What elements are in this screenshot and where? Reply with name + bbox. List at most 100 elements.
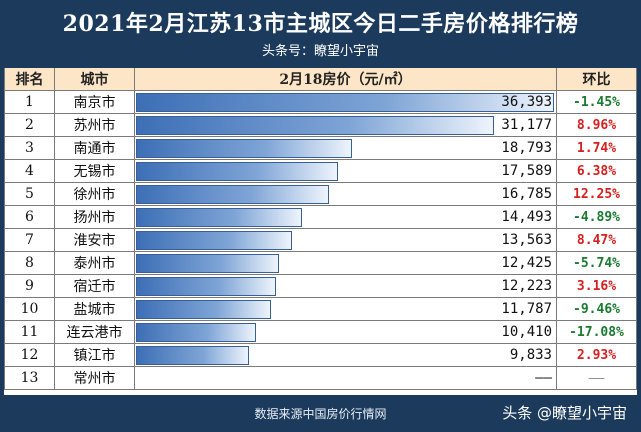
rank-cell: 3 — [4, 137, 55, 160]
price-bar — [136, 346, 249, 365]
table-row: 12 镇江市 9,833 2.93% — [4, 344, 637, 367]
table-row: 4 无锡市 17,589 6.38% — [4, 160, 637, 183]
price-value: 16,785 — [501, 186, 552, 202]
rank-cell: 6 — [4, 206, 55, 229]
price-value: 12,223 — [501, 278, 552, 294]
price-cell: 12,223 — [135, 275, 557, 298]
city-cell: 宿迁市 — [55, 275, 135, 298]
price-cell: 36,393 — [135, 91, 557, 114]
watermark: 头条 @瞭望小宇宙 — [502, 404, 627, 422]
price-bar — [136, 277, 276, 296]
price-bar — [136, 116, 494, 135]
change-cell: -17.08% — [557, 321, 637, 344]
price-bar — [136, 323, 256, 342]
price-bar — [136, 185, 329, 204]
price-cell: 17,589 — [135, 160, 557, 183]
price-bar — [136, 139, 352, 158]
rank-cell: 8 — [4, 252, 55, 275]
price-value: —— — [535, 370, 552, 386]
price-cell: 9,833 — [135, 344, 557, 367]
price-cell: 16,785 — [135, 183, 557, 206]
price-bar — [136, 231, 292, 250]
price-cell: 11,787 — [135, 298, 557, 321]
table-row: 6 扬州市 14,493 -4.89% — [4, 206, 637, 229]
change-cell: 2.93% — [557, 344, 637, 367]
price-value: 9,833 — [509, 347, 552, 363]
city-cell: 无锡市 — [55, 160, 135, 183]
rank-cell: 7 — [4, 229, 55, 252]
rank-cell: 4 — [4, 160, 55, 183]
price-cell: 13,563 — [135, 229, 557, 252]
price-cell: 12,425 — [135, 252, 557, 275]
price-cell: 18,793 — [135, 137, 557, 160]
table-row: 1 南京市 36,393 -1.45% — [4, 91, 637, 114]
change-cell: 1.74% — [557, 137, 637, 160]
table-row: 2 苏州市 31,177 8.96% — [4, 114, 637, 137]
data-source-note: 数据来源中国房价行情网 — [254, 407, 387, 421]
chart-footer: 数据来源中国房价行情网 头条 @瞭望小宇宙 — [0, 397, 641, 432]
price-bar — [136, 254, 279, 273]
price-cell: 10,410 — [135, 321, 557, 344]
price-cell: 14,493 — [135, 206, 557, 229]
header-city: 城市 — [55, 68, 135, 91]
chart-title: 2021年2月江苏13市主城区今日二手房价格排行榜 — [62, 11, 579, 37]
price-value: 31,177 — [501, 117, 552, 133]
price-value: 17,589 — [501, 163, 552, 179]
city-cell: 南京市 — [55, 91, 135, 114]
city-cell: 南通市 — [55, 137, 135, 160]
price-ranking-table: 排名 城市 2月18房价（元/㎡） 环比 1 南京市 36,393 -1.45% 2 苏州… — [4, 68, 637, 395]
rank-cell: 2 — [4, 114, 55, 137]
price-value: 10,410 — [501, 324, 552, 340]
rank-cell: 5 — [4, 183, 55, 206]
header-rank: 排名 — [4, 68, 55, 91]
price-cell: 31,177 — [135, 114, 557, 137]
header-price: 2月18房价（元/㎡） — [135, 68, 557, 91]
price-value: 18,793 — [501, 140, 552, 156]
rank-cell: 1 — [4, 91, 55, 114]
change-cell: 6.38% — [557, 160, 637, 183]
change-cell: -4.89% — [557, 206, 637, 229]
rank-cell: 11 — [4, 321, 55, 344]
change-cell: -5.74% — [557, 252, 637, 275]
price-bar — [136, 300, 271, 319]
price-bar — [136, 162, 338, 181]
change-cell: 12.25% — [557, 183, 637, 206]
header-change: 环比 — [557, 68, 637, 91]
change-cell: 3.16% — [557, 275, 637, 298]
city-cell: 泰州市 — [55, 252, 135, 275]
city-cell: 常州市 — [55, 367, 135, 390]
rank-cell: 9 — [4, 275, 55, 298]
price-value: 12,425 — [501, 255, 552, 271]
city-cell: 连云港市 — [55, 321, 135, 344]
table-row: 5 徐州市 16,785 12.25% — [4, 183, 637, 206]
change-cell: 8.96% — [557, 114, 637, 137]
chart-subtitle: 头条号：瞭望小宇宙 — [261, 44, 379, 59]
city-cell: 淮安市 — [55, 229, 135, 252]
table-row: 7 淮安市 13,563 8.47% — [4, 229, 637, 252]
city-cell: 徐州市 — [55, 183, 135, 206]
price-value: 14,493 — [501, 209, 552, 225]
city-cell: 苏州市 — [55, 114, 135, 137]
price-bar — [136, 93, 554, 112]
table-header-row: 排名 城市 2月18房价（元/㎡） 环比 — [4, 68, 637, 91]
rank-cell: 13 — [4, 367, 55, 390]
rank-cell: 12 — [4, 344, 55, 367]
price-value: 13,563 — [501, 232, 552, 248]
change-cell: 8.47% — [557, 229, 637, 252]
chart-header: 2021年2月江苏13市主城区今日二手房价格排行榜 头条号：瞭望小宇宙 — [0, 0, 641, 68]
change-cell: -9.46% — [557, 298, 637, 321]
price-value: 36,393 — [501, 94, 552, 110]
table-row: 3 南通市 18,793 1.74% — [4, 137, 637, 160]
table-row: 13 常州市 —— —— — [4, 367, 637, 390]
price-bar — [136, 208, 302, 227]
table-row: 8 泰州市 12,425 -5.74% — [4, 252, 637, 275]
price-cell: —— — [135, 367, 557, 390]
city-cell: 盐城市 — [55, 298, 135, 321]
city-cell: 扬州市 — [55, 206, 135, 229]
price-value: 11,787 — [501, 301, 552, 317]
table-row: 11 连云港市 10,410 -17.08% — [4, 321, 637, 344]
rank-cell: 10 — [4, 298, 55, 321]
table-row: 10 盐城市 11,787 -9.46% — [4, 298, 637, 321]
change-cell: —— — [557, 367, 637, 390]
